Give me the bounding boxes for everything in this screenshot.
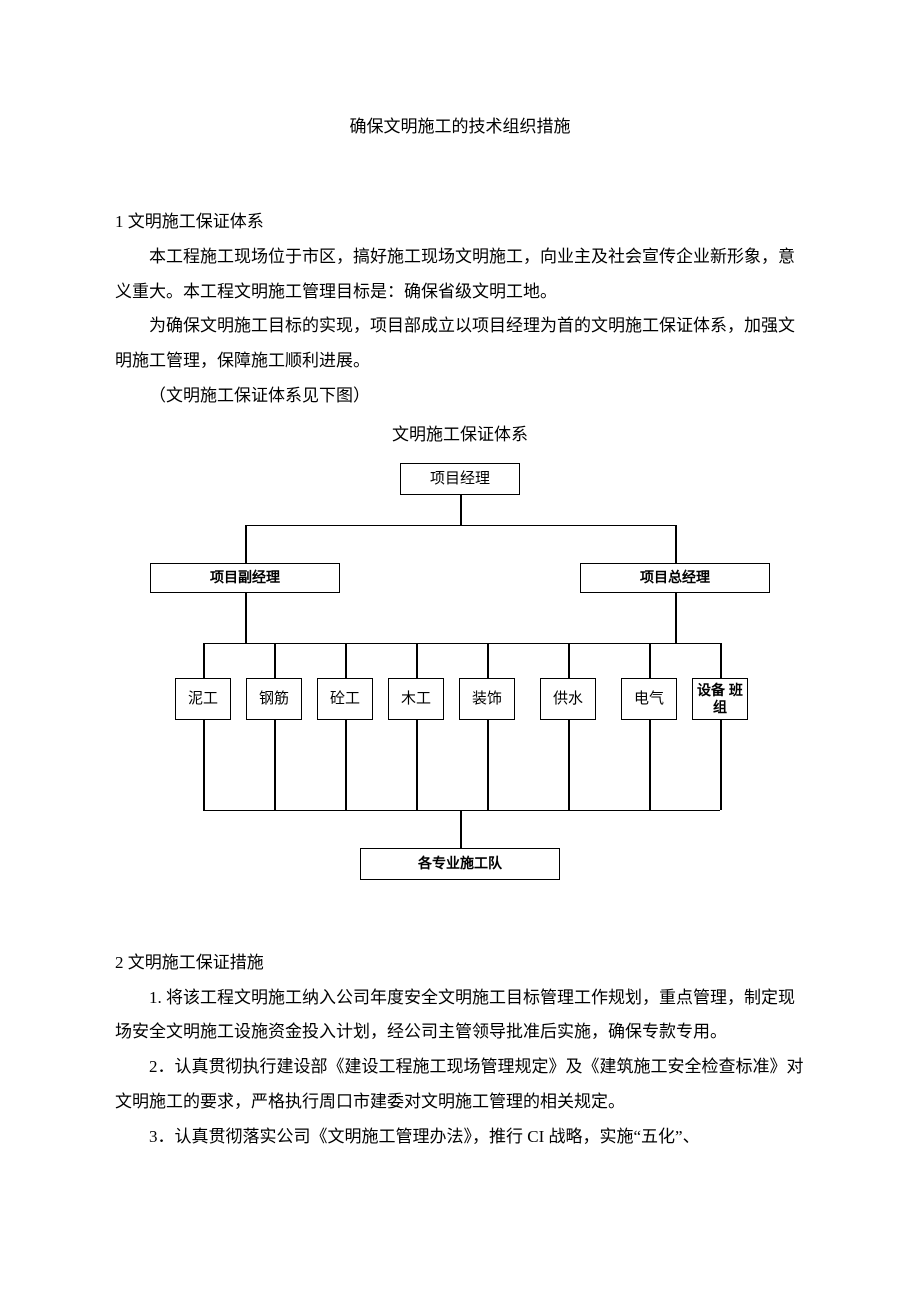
chart-caption: 文明施工保证体系 [115, 418, 805, 453]
connector [568, 643, 570, 678]
connector [203, 720, 205, 810]
connector [675, 525, 677, 563]
node-t2: 钢筋 [246, 678, 302, 720]
org-chart: 项目经理 项目副经理 项目总经理 泥工 钢筋 砼工 木工 装饰 供水 电气 设备… [120, 463, 800, 928]
connector [487, 643, 489, 678]
paragraph-1: 本工程施工现场位于市区，搞好施工现场文明施工，向业主及社会宣传企业新形象，意义重… [115, 240, 805, 310]
paragraph-4: 1. 将该工程文明施工纳入公司年度安全文明施工目标管理工作规划，重点管理，制定现… [115, 981, 805, 1051]
connector [345, 643, 347, 678]
connector [203, 643, 720, 645]
doc-title: 确保文明施工的技术组织措施 [115, 110, 805, 145]
connector [649, 720, 651, 810]
connector [720, 720, 722, 810]
node-t6: 供水 [540, 678, 596, 720]
connector [245, 525, 247, 563]
page: 确保文明施工的技术组织措施 1 文明施工保证体系 本工程施工现场位于市区，搞好施… [0, 0, 920, 1301]
connector [274, 643, 276, 678]
connector [720, 643, 722, 678]
connector [245, 525, 675, 527]
connector [675, 593, 677, 643]
connector [345, 720, 347, 810]
node-right: 项目总经理 [580, 563, 770, 593]
connector [460, 810, 462, 848]
node-t1: 泥工 [175, 678, 231, 720]
connector [568, 720, 570, 810]
connector [203, 810, 720, 812]
node-t8: 设备 班组 [692, 678, 748, 720]
node-t3: 砼工 [317, 678, 373, 720]
paragraph-2: 为确保文明施工目标的实现，项目部成立以项目经理为首的文明施工保证体系，加强文明施… [115, 309, 805, 379]
connector [460, 495, 462, 525]
connector [416, 720, 418, 810]
connector [649, 643, 651, 678]
connector [416, 643, 418, 678]
node-t7: 电气 [621, 678, 677, 720]
connector [274, 720, 276, 810]
node-left: 项目副经理 [150, 563, 340, 593]
node-t5: 装饰 [459, 678, 515, 720]
connector [487, 720, 489, 810]
section-2-heading: 2 文明施工保证措施 [115, 946, 805, 981]
paragraph-3: （文明施工保证体系见下图） [115, 379, 805, 414]
connector [203, 643, 205, 678]
paragraph-6: 3．认真贯彻落实公司《文明施工管理办法》，推行 CI 战略，实施“五化”、 [115, 1120, 805, 1155]
node-t4: 木工 [388, 678, 444, 720]
node-root: 项目经理 [400, 463, 520, 495]
section-1-heading: 1 文明施工保证体系 [115, 205, 805, 240]
connector [245, 593, 247, 643]
node-bottom: 各专业施工队 [360, 848, 560, 880]
paragraph-5: 2．认真贯彻执行建设部《建设工程施工现场管理规定》及《建筑施工安全检查标准》对文… [115, 1050, 805, 1120]
